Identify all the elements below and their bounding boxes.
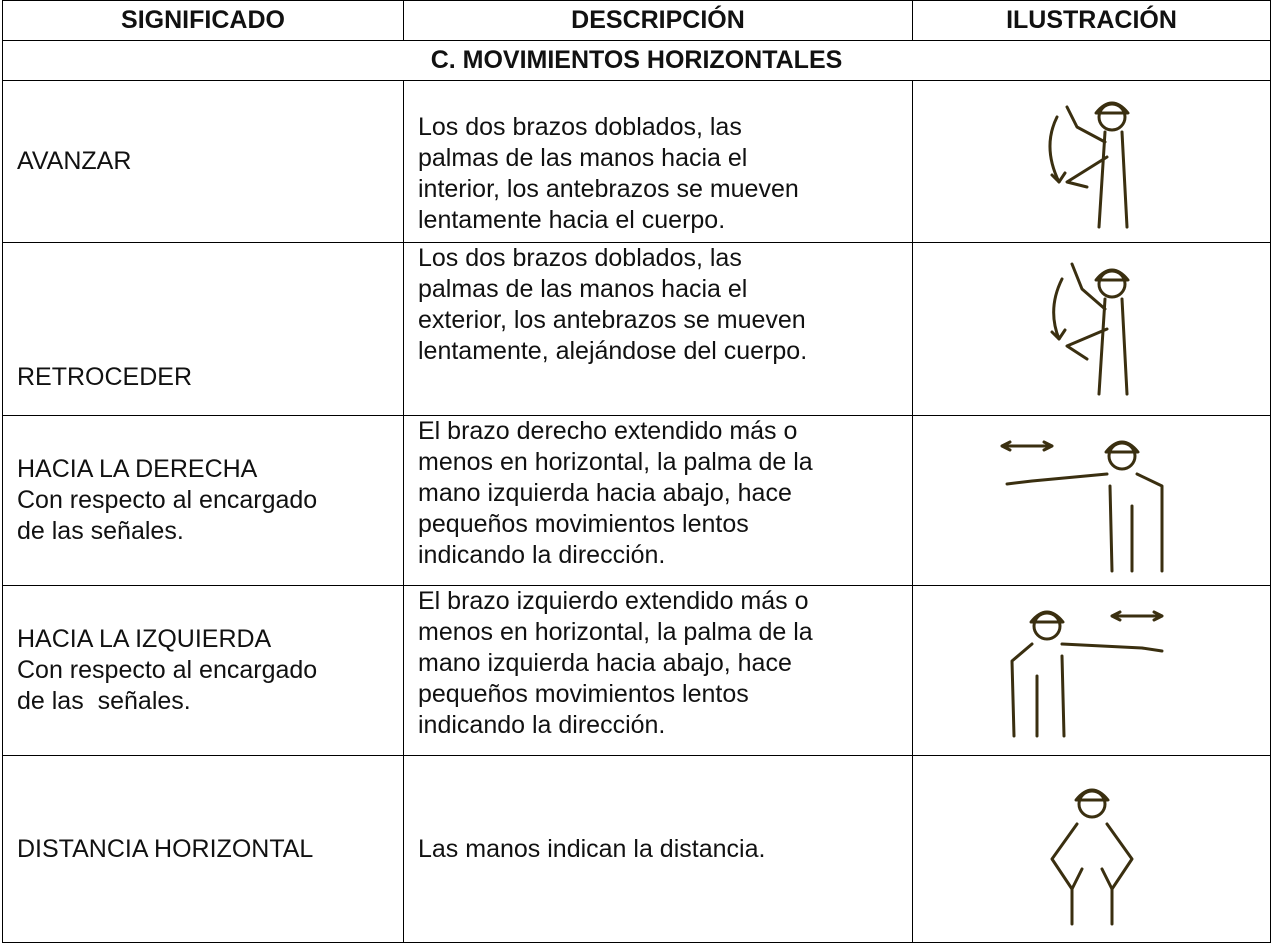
description-line: pequeños movimientos lentos xyxy=(418,510,749,538)
illustration-cell xyxy=(912,80,1271,243)
meaning-note: de las señales. xyxy=(17,517,184,545)
header-cell: DESCRIPCIÓN xyxy=(403,0,913,41)
description-cell: Los dos brazos doblados, las palmas de la… xyxy=(403,242,913,416)
signal-row: DISTANCIA HORIZONTAL Las manos indican la… xyxy=(2,755,1271,943)
description-line: lentamente hacia el cuerpo. xyxy=(418,206,726,234)
description-line: interior, los antebrazos se mueven xyxy=(418,175,799,203)
meaning-cell: AVANZAR xyxy=(2,80,404,243)
meaning-title: HACIA LA IZQUIERDA xyxy=(17,625,272,653)
signal-row: AVANZAR Los dos brazos doblados, las palma… xyxy=(2,80,1271,243)
description-cell: Los dos brazos doblados, las palmas de la… xyxy=(403,80,913,243)
description-line: El brazo izquierdo extendido más o xyxy=(418,587,809,615)
illustration-cell xyxy=(912,242,1271,416)
meaning-note: Con respecto al encargado xyxy=(17,486,318,514)
description-line: Los dos brazos doblados, las xyxy=(418,113,742,141)
description-cell: El brazo derecho extendido más o menos en… xyxy=(403,415,913,586)
section-row: C. MOVIMIENTOS HORIZONTALES xyxy=(2,40,1271,81)
illustration xyxy=(1047,101,1129,228)
section-title: C. MOVIMIENTOS HORIZONTALES xyxy=(2,40,1271,81)
meaning-title: HACIA LA DERECHA xyxy=(17,455,258,483)
description-cell: El brazo izquierdo extendido más o menos … xyxy=(403,585,913,756)
meaning-title: DISTANCIA HORIZONTAL xyxy=(17,834,314,863)
meaning-title: RETROCEDER xyxy=(17,363,193,391)
signal-row: HACIA LA DERECHA Con respecto al encargad… xyxy=(2,415,1271,586)
description-line: El brazo derecho extendido más o xyxy=(418,417,798,445)
illustration-cell xyxy=(912,585,1271,756)
description-line: Los dos brazos doblados, las xyxy=(418,244,742,272)
header-row: SIGNIFICADO DESCRIPCIÓN ILUSTRACIÓN xyxy=(2,0,1271,41)
illustration xyxy=(1000,440,1163,572)
description-line: pequeños movimientos lentos xyxy=(418,680,749,708)
illustration xyxy=(1050,262,1129,396)
meaning-note: Con respecto al encargado xyxy=(17,656,318,684)
description-line: Las manos indican la distancia. xyxy=(418,834,766,863)
signal-row: RETROCEDER Los dos brazos doblados, las pa… xyxy=(2,242,1271,416)
meaning-cell: DISTANCIA HORIZONTAL xyxy=(2,755,404,943)
illustration xyxy=(1010,610,1163,737)
description-line: menos en horizontal, la palma de la xyxy=(418,618,813,646)
header-cell: SIGNIFICADO xyxy=(2,0,404,41)
description-line: lentamente, alejándose del cuerpo. xyxy=(418,337,808,365)
description-line: menos en horizontal, la palma de la xyxy=(418,448,813,476)
description-cell: Las manos indican la distancia. xyxy=(403,755,913,943)
illustration xyxy=(1050,788,1133,926)
illustration-cell xyxy=(912,415,1271,586)
meaning-cell: HACIA LA DERECHA Con respecto al encargad… xyxy=(2,415,404,586)
description-line: palmas de las manos hacia el xyxy=(418,144,748,172)
header-cell: ILUSTRACIÓN xyxy=(912,0,1271,41)
description-line: mano izquierda hacia abajo, hace xyxy=(418,649,792,677)
description-line: indicando la dirección. xyxy=(418,541,666,569)
meaning-cell: RETROCEDER xyxy=(2,242,404,416)
meaning-note: de las señales. xyxy=(17,687,191,715)
signal-row: HACIA LA IZQUIERDA Con respecto al encarg… xyxy=(2,585,1271,756)
description-line: exterior, los antebrazos se mueven xyxy=(418,306,806,334)
description-line: mano izquierda hacia abajo, hace xyxy=(418,479,792,507)
meaning-cell: HACIA LA IZQUIERDA Con respecto al encarg… xyxy=(2,585,404,756)
description-line: indicando la dirección. xyxy=(418,711,666,739)
illustration-cell xyxy=(912,755,1271,943)
meaning-title: AVANZAR xyxy=(17,147,132,175)
description-line: palmas de las manos hacia el xyxy=(418,275,748,303)
